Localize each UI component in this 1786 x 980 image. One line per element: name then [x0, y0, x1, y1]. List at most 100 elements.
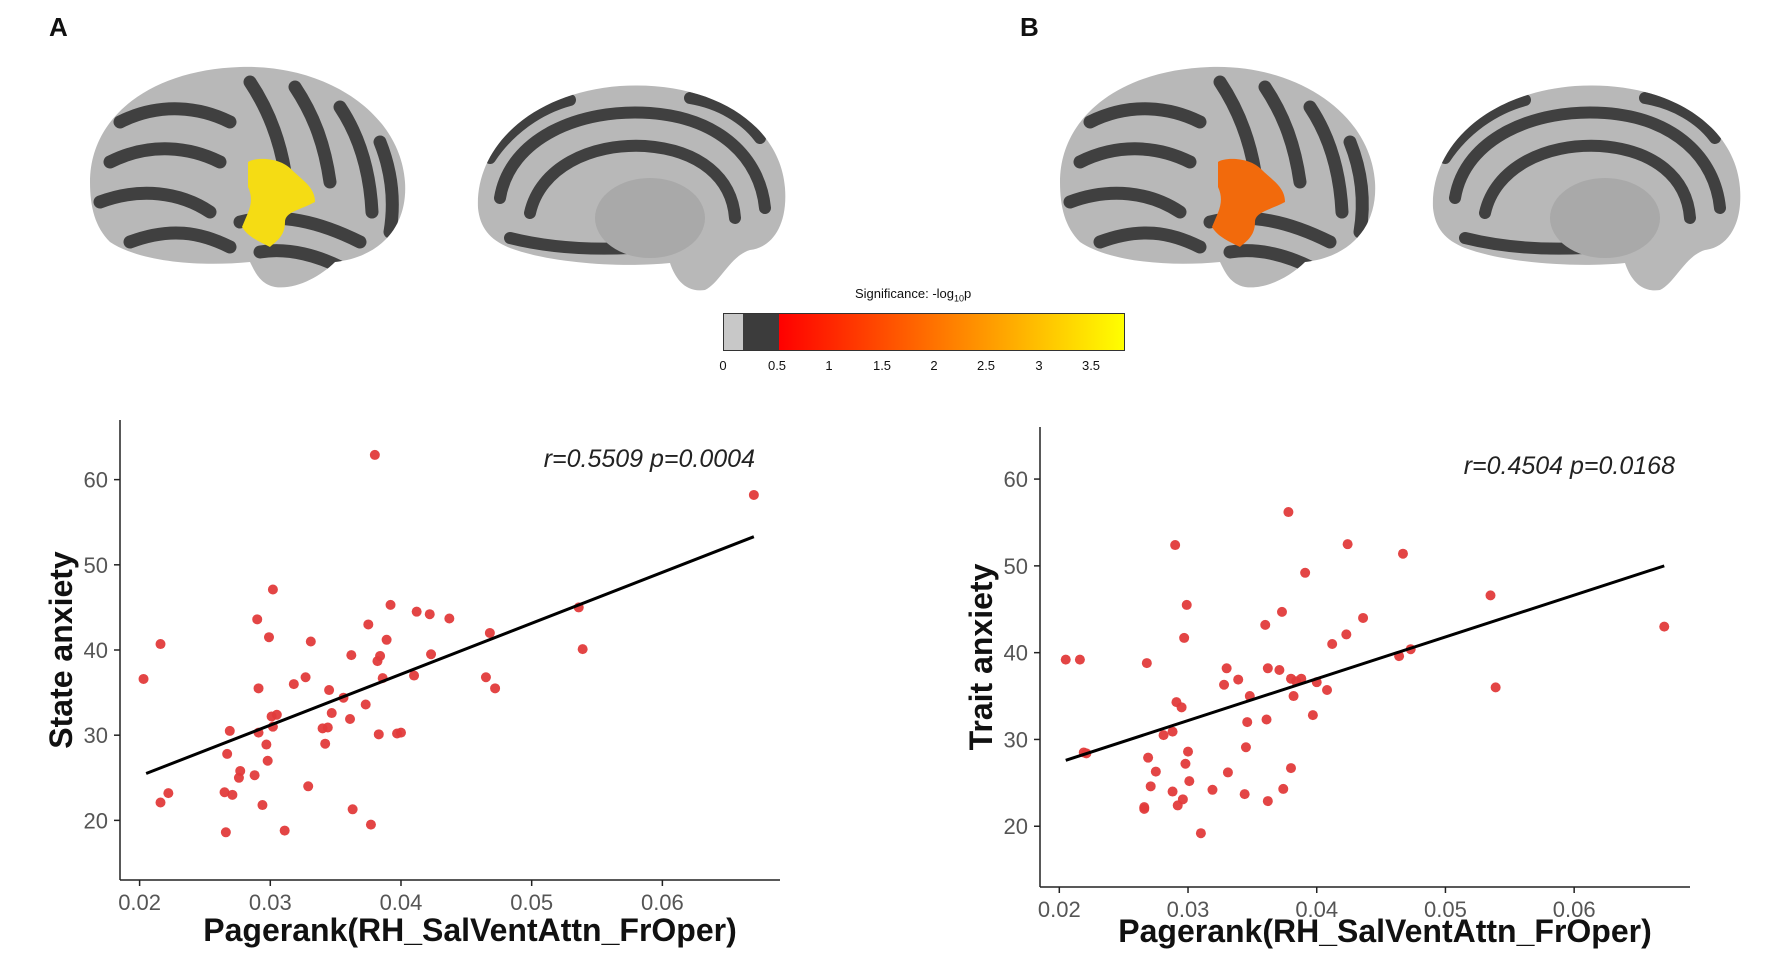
data-point — [347, 804, 358, 815]
data-point — [1167, 786, 1178, 797]
data-point — [261, 739, 272, 750]
data-point — [484, 627, 495, 638]
colorbar-title-sub: 10 — [954, 293, 965, 304]
data-point — [444, 613, 455, 624]
data-point — [1143, 752, 1154, 763]
y-tick-label: 40 — [84, 638, 108, 663]
data-point — [1150, 766, 1161, 777]
data-point — [253, 683, 264, 694]
data-point — [385, 599, 396, 610]
data-point — [1397, 548, 1408, 559]
data-point — [381, 634, 392, 645]
scatter-chart-state-anxiety: 0.02 0.03 0.04 0.05 0.06 20 30 40 50 60 r=0.5509 … — [43, 420, 780, 948]
colorbar-segment-light — [724, 314, 743, 350]
data-point — [1296, 673, 1307, 684]
y-axis-label: State anxiety — [43, 551, 79, 749]
data-point — [365, 819, 376, 830]
x-tick-label: 0.02 — [1038, 897, 1081, 922]
data-point — [303, 781, 314, 792]
colorbar-tick-label: 3 — [1035, 358, 1043, 373]
x-tick-label: 0.06 — [1553, 897, 1596, 922]
data-point — [1262, 796, 1273, 807]
data-point — [263, 632, 274, 643]
data-point — [305, 636, 316, 647]
data-point — [1283, 507, 1294, 518]
data-point — [1181, 599, 1192, 610]
data-point — [363, 619, 374, 630]
data-point — [1233, 674, 1244, 685]
colorbar-tick-label: 2 — [930, 358, 938, 373]
data-point — [1219, 679, 1230, 690]
panel-label-b: B — [1020, 12, 1039, 42]
data-point — [1659, 621, 1670, 632]
y-tick-label: 50 — [1004, 554, 1028, 579]
data-point — [1276, 606, 1287, 617]
data-point — [155, 797, 166, 808]
brain-lateral-b — [1060, 66, 1376, 288]
data-point — [424, 609, 435, 620]
data-point — [1490, 682, 1501, 693]
data-point — [1342, 539, 1353, 550]
data-point — [222, 748, 233, 759]
brain-medial-a — [477, 85, 786, 291]
data-point — [163, 788, 174, 799]
data-point — [1260, 619, 1271, 630]
y-tick-label: 60 — [1004, 467, 1028, 492]
colorbar-gradient — [779, 314, 1124, 350]
data-point — [346, 650, 357, 661]
data-point — [1158, 730, 1169, 741]
data-point — [249, 770, 260, 781]
data-point — [288, 679, 299, 690]
data-point — [257, 800, 268, 811]
data-point — [426, 649, 437, 660]
scatter-chart-trait-anxiety: 0.02 0.03 0.04 0.05 0.06 20 30 40 50 60 r=0.4504 … — [963, 427, 1690, 949]
colorbar-tick-label: 3.5 — [1081, 358, 1101, 373]
data-point — [1183, 746, 1194, 757]
data-point — [395, 727, 406, 738]
colorbar-tick-label: 0.5 — [767, 358, 787, 373]
colorbar-tick-label: 1 — [825, 358, 833, 373]
colorbar-tick-label: 0 — [719, 358, 727, 373]
y-tick-label: 30 — [84, 723, 108, 748]
data-point — [1485, 590, 1496, 601]
data-point — [360, 699, 371, 710]
data-point — [1139, 802, 1150, 813]
data-point — [1242, 717, 1253, 728]
x-tick-label: 0.03 — [249, 890, 292, 915]
data-point — [324, 685, 335, 696]
data-point — [375, 650, 386, 661]
data-point — [300, 672, 311, 683]
regression-line — [1065, 564, 1665, 762]
x-tick-label: 0.06 — [641, 890, 684, 915]
x-tick-label: 0.02 — [118, 890, 161, 915]
data-point — [1170, 540, 1181, 551]
colorbar-segment-dark — [743, 314, 779, 350]
data-point — [1327, 638, 1338, 649]
data-point — [1341, 629, 1352, 640]
data-point — [267, 584, 278, 595]
data-point — [326, 708, 337, 719]
data-point — [1288, 691, 1299, 702]
data-point — [320, 738, 331, 749]
correlation-annotation: r=0.4504 p=0.0168 — [1464, 452, 1675, 480]
data-point — [1074, 654, 1085, 665]
data-point — [1180, 758, 1191, 769]
x-tick-label: 0.03 — [1167, 897, 1210, 922]
data-point — [262, 755, 273, 766]
data-point — [322, 722, 333, 733]
data-point — [480, 672, 491, 683]
data-point — [227, 789, 238, 800]
colorbar-title: Significance: -log10p — [855, 286, 971, 304]
colorbar-title-main: Significance: -log — [855, 286, 954, 301]
data-point — [1300, 567, 1311, 578]
data-point — [1141, 658, 1152, 669]
data-point — [224, 725, 235, 736]
data-point — [1222, 767, 1233, 778]
data-point — [138, 673, 149, 684]
data-point — [235, 765, 246, 776]
data-point — [271, 709, 282, 720]
x-tick-label: 0.05 — [1424, 897, 1467, 922]
brain-lateral-a — [90, 66, 406, 288]
panel-label-a: A — [49, 12, 68, 42]
data-point — [1184, 776, 1195, 787]
